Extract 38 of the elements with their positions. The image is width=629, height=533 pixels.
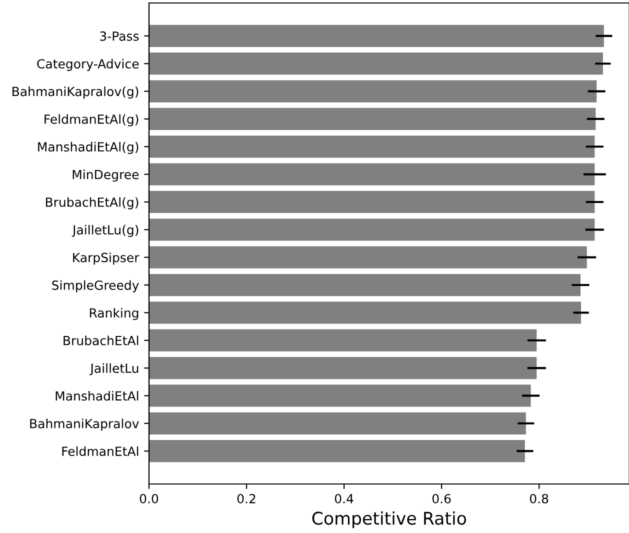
bar xyxy=(149,80,597,102)
bar xyxy=(149,412,526,434)
y-tick-label: ManshadiEtAl(g) xyxy=(38,142,138,154)
bar xyxy=(149,190,595,214)
bar xyxy=(149,218,595,241)
x-tick-label: 0.0 xyxy=(140,494,158,504)
y-tick-label: 3-Pass xyxy=(100,31,139,41)
bar xyxy=(149,302,582,324)
bar xyxy=(149,108,596,130)
y-tick-label: Ranking xyxy=(90,308,138,320)
y-tick-label: FeldmanEtAl(g) xyxy=(44,114,138,126)
bar xyxy=(149,384,531,407)
x-tick-label: 0.2 xyxy=(237,494,256,504)
bar xyxy=(149,163,595,186)
bar xyxy=(149,136,595,158)
y-tick-label: KarpSipser xyxy=(73,252,140,265)
bar xyxy=(149,329,537,352)
x-tick-label: 0.6 xyxy=(432,494,451,504)
y-tick-label: Category-Advice xyxy=(37,58,139,71)
y-tick-label: SimpleGreedy xyxy=(52,280,139,292)
y-tick-label: BrubachEtAl(g) xyxy=(46,197,138,210)
x-tick-label: 0.8 xyxy=(530,494,548,504)
x-tick-label: 0.4 xyxy=(334,494,354,504)
y-tick-label: ManshadiEtAl xyxy=(56,390,138,401)
bar xyxy=(149,52,603,75)
bar xyxy=(149,356,537,380)
y-tick-label: MinDegree xyxy=(72,170,139,182)
y-tick-label: BrubachEtAl xyxy=(64,336,138,346)
bar xyxy=(149,274,581,296)
y-tick-label: JailletLu xyxy=(90,363,138,376)
bar xyxy=(149,24,604,48)
bar xyxy=(149,246,587,268)
bar xyxy=(149,440,525,462)
x-axis-title: Competitive Ratio xyxy=(312,511,466,528)
y-tick-label: JailletLu(g) xyxy=(72,224,138,238)
y-tick-label: BahmaniKapralov xyxy=(30,418,139,431)
y-tick-label: BahmaniKapralov(g) xyxy=(12,86,138,99)
y-tick-label: FeldmanEtAl xyxy=(62,446,138,456)
